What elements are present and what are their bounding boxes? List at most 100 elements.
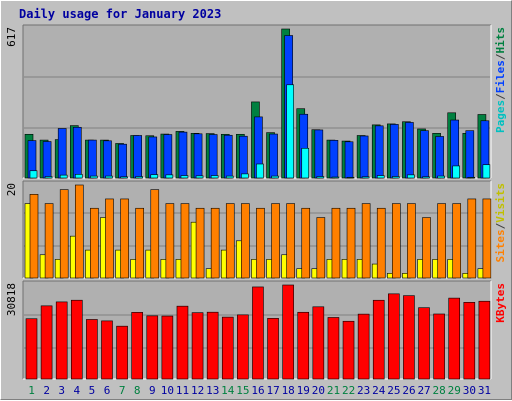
x-tick-label: 14 <box>221 384 235 397</box>
x-tick-label: 2 <box>43 384 50 397</box>
bar-files <box>344 141 354 179</box>
legend-entry: / <box>494 53 507 60</box>
bar-kbytes <box>206 311 219 380</box>
bar-pages <box>90 175 98 179</box>
legend-entry: Sites <box>494 229 507 262</box>
bar-sites <box>437 203 446 279</box>
x-tick-label: 1 <box>28 384 35 397</box>
bar-kbytes <box>357 313 370 380</box>
bar-pages <box>301 147 310 179</box>
y-max-label: 30818 <box>5 283 18 316</box>
x-tick-label: 12 <box>191 384 204 397</box>
bar-kbytes <box>388 293 400 380</box>
bar-pages <box>241 173 249 179</box>
bar-files <box>405 122 414 179</box>
bar-sites <box>29 194 39 279</box>
bar-sites <box>120 198 129 279</box>
bar-pages <box>452 165 461 179</box>
bar-sites <box>241 203 250 279</box>
bar-kbytes <box>418 307 430 380</box>
bar-pages <box>225 175 234 179</box>
x-tick-label: 17 <box>266 384 279 397</box>
bar-files <box>374 125 384 179</box>
bar-sites <box>210 207 220 279</box>
bar-files <box>208 134 218 179</box>
x-tick-label: 23 <box>357 384 370 397</box>
x-tick-label: 30 <box>463 384 476 397</box>
bar-kbytes <box>252 286 264 380</box>
bar-pages <box>392 176 400 179</box>
bar-kbytes <box>403 295 415 380</box>
chart-title: Daily usage for January 2023 <box>19 7 222 21</box>
bar-pages <box>286 84 294 179</box>
bar-kbytes <box>463 302 476 380</box>
x-tick-label: 16 <box>251 384 264 397</box>
bar-kbytes <box>131 312 143 380</box>
bar-files <box>314 129 324 179</box>
bar-sites <box>135 207 144 279</box>
legend: Pages/Files/Hits <box>494 27 507 133</box>
bar-kbytes <box>116 325 128 380</box>
legend-entry: / <box>494 93 507 100</box>
x-tick-label: 6 <box>104 384 111 397</box>
bar-pages <box>195 175 204 179</box>
bar-kbytes <box>342 320 355 380</box>
bar-sites <box>346 207 356 279</box>
x-tick-label: 28 <box>433 384 446 397</box>
bar-pages <box>165 174 174 179</box>
bar-pages <box>467 176 476 179</box>
bar-kbytes <box>267 318 279 380</box>
bar-kbytes <box>146 315 159 380</box>
bar-sites <box>452 203 462 279</box>
bar-sites <box>301 207 311 279</box>
bar-files <box>133 135 142 179</box>
bar-files <box>118 143 127 179</box>
bar-pages <box>29 170 38 179</box>
bar-pages <box>44 176 53 179</box>
bar-pages <box>422 176 430 179</box>
bar-sites <box>271 203 280 279</box>
bar-pages <box>407 174 415 179</box>
x-tick-label: 19 <box>297 384 310 397</box>
bar-sites <box>44 203 54 279</box>
bar-pages <box>180 175 189 179</box>
bar-pages <box>271 175 279 179</box>
x-tick-label: 11 <box>176 384 189 397</box>
bar-files <box>163 134 173 179</box>
x-tick-label: 21 <box>327 384 340 397</box>
y-max-label: 617 <box>5 27 18 47</box>
x-tick-label: 31 <box>478 384 491 397</box>
bar-pages <box>482 164 491 179</box>
bar-sites <box>482 198 492 279</box>
bar-pages <box>437 175 445 179</box>
bar-pages <box>120 176 128 179</box>
bar-files <box>465 130 475 179</box>
x-tick-label: 18 <box>282 384 295 397</box>
bar-pages <box>376 175 385 179</box>
bar-kbytes <box>176 305 189 380</box>
legend-entry: KBytes <box>494 283 507 323</box>
x-tick-label: 24 <box>372 384 386 397</box>
bar-kbytes <box>312 306 325 380</box>
bar-pages <box>59 174 68 179</box>
bar-sites <box>467 198 477 279</box>
legend-entry: Hits <box>494 27 507 54</box>
bar-files <box>390 124 399 179</box>
bar-pages <box>256 163 264 179</box>
bar-sites <box>392 203 401 279</box>
bar-files <box>435 136 444 179</box>
bar-kbytes <box>433 313 445 380</box>
x-tick-label: 26 <box>402 384 415 397</box>
bar-sites <box>59 189 69 279</box>
bar-kbytes <box>161 315 174 380</box>
x-tick-label: 15 <box>236 384 249 397</box>
bar-sites <box>180 203 190 279</box>
bar-sites <box>331 207 341 279</box>
bar-files <box>193 133 203 179</box>
bar-sites <box>74 184 84 279</box>
bar-files <box>57 128 67 179</box>
bar-sites <box>195 207 205 279</box>
bar-kbytes <box>297 311 310 380</box>
